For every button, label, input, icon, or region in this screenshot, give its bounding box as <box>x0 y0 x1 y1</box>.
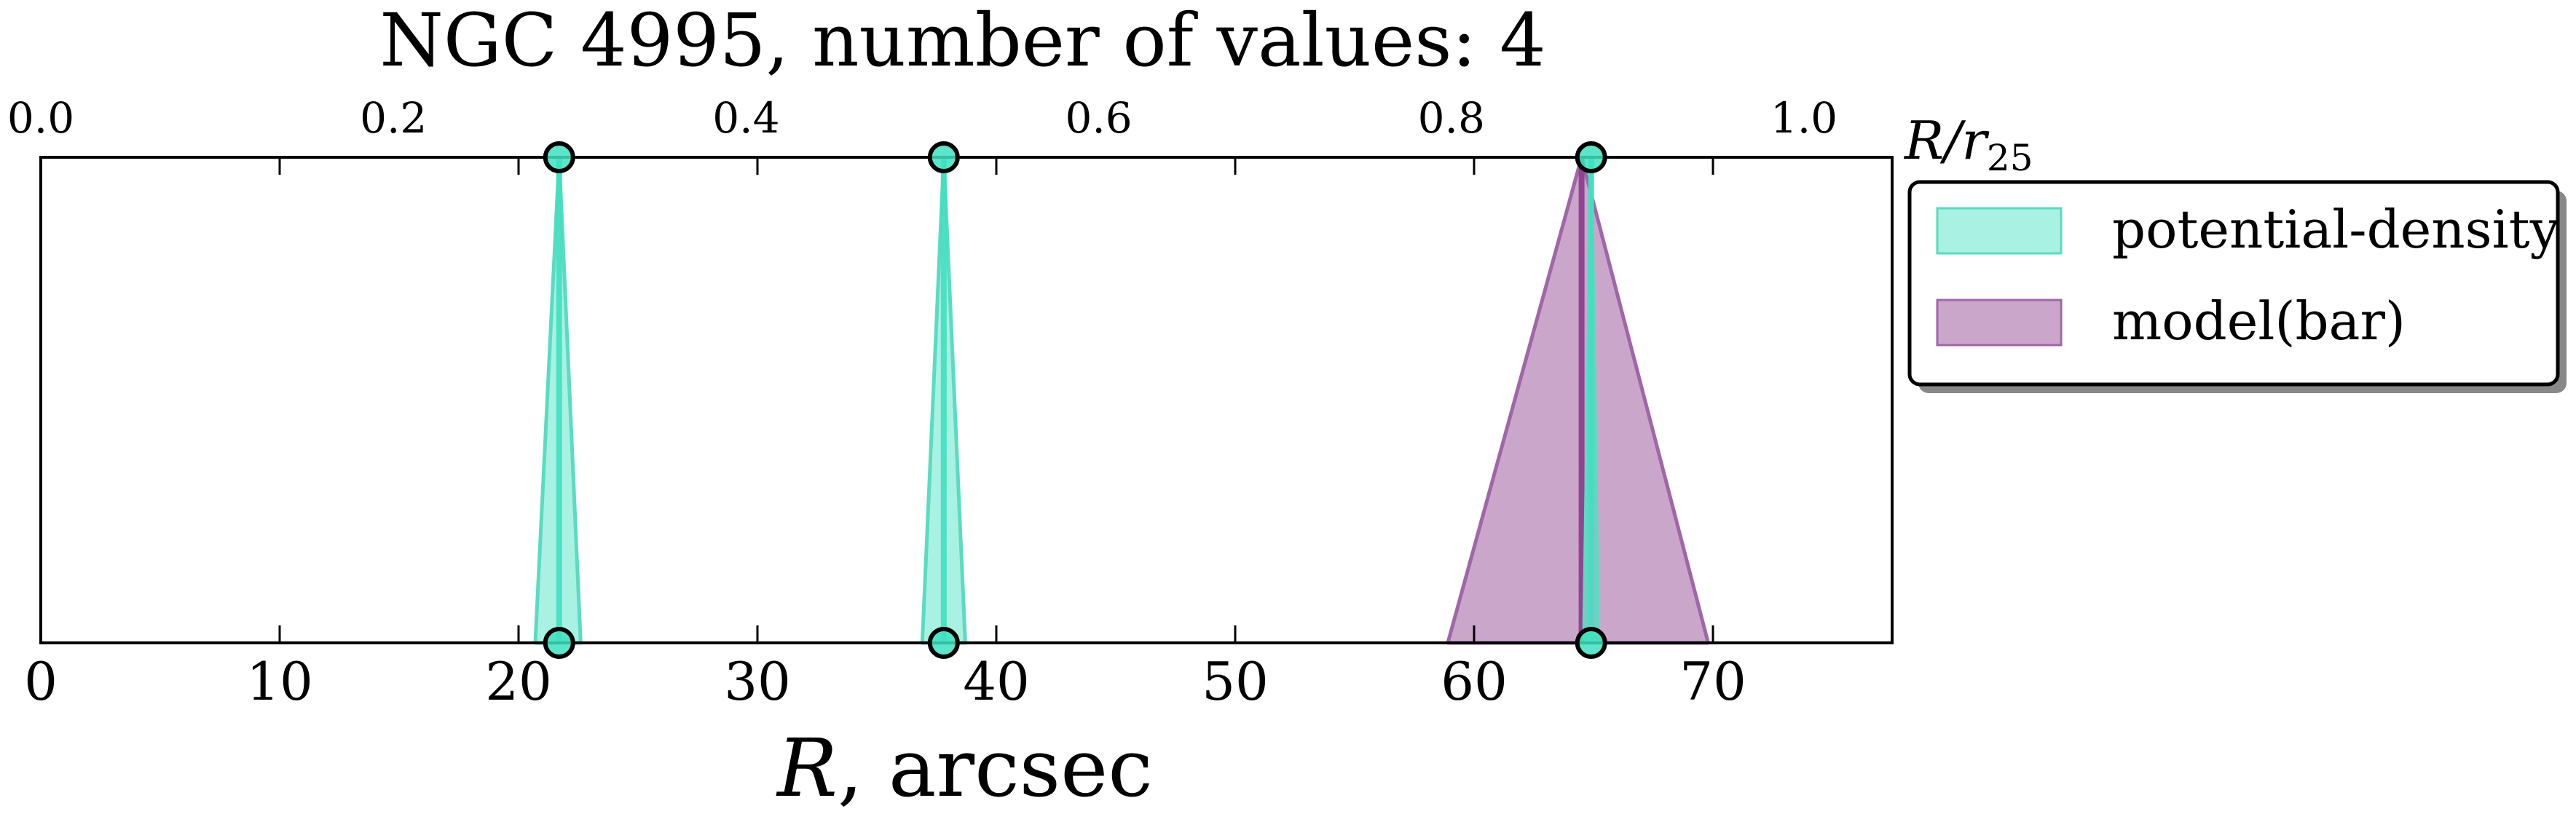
marker-potential-density-1-bottom <box>927 627 960 659</box>
series-layer <box>533 155 1710 645</box>
legend-swatch-potential-density <box>1936 207 2063 255</box>
x2-tick-label-3: 0.6 <box>1065 93 1132 143</box>
legend-label-model-bar: model(bar) <box>2112 290 2406 352</box>
legend: potential-density model(bar) <box>1907 180 2567 393</box>
x-axis-label: R, arcsec <box>776 722 1153 815</box>
x-axis-bottom: 0 10 20 30 40 50 60 70 <box>24 157 1746 712</box>
x-tick-label-0: 0 <box>24 651 58 712</box>
x2-tick-label-1: 0.2 <box>360 93 427 143</box>
x2-tick-label-0: 0.0 <box>7 93 74 143</box>
legend-swatch-model-bar <box>1936 299 2063 347</box>
x-tick-label-4: 40 <box>963 651 1030 712</box>
legend-label-potential-density: potential-density <box>2112 199 2560 260</box>
marker-potential-density-0-bottom <box>543 627 575 659</box>
x-tick-label-5: 50 <box>1202 651 1269 712</box>
x-tick-label-3: 30 <box>724 651 791 712</box>
x2-tick-label-4: 0.8 <box>1418 93 1485 143</box>
x-axis-label-rest: , arcsec <box>838 722 1153 815</box>
x-tick-label-2: 20 <box>485 651 552 712</box>
range-model-bar-0 <box>1446 155 1710 645</box>
legend-box <box>1907 180 2560 387</box>
x-tick-label-1: 10 <box>246 651 313 712</box>
x-axis-top: 0.0 0.2 0.4 0.6 0.8 1.0 <box>7 93 1838 143</box>
marker-potential-density-2-bottom <box>1575 627 1607 659</box>
x2-tick-label-2: 0.4 <box>712 93 779 143</box>
plot-frame <box>39 156 1894 644</box>
x2-axis-label: R/r25 <box>1903 110 2033 179</box>
marker-potential-density-2-top <box>1575 141 1607 173</box>
x-axis-label-var: R <box>776 722 838 815</box>
chart-title: NGC 4995, number of values: 4 <box>379 0 1545 83</box>
x-tick-label-7: 70 <box>1679 651 1746 712</box>
x-tick-label-6: 60 <box>1441 651 1508 712</box>
marker-layer <box>543 141 1607 659</box>
marker-potential-density-0-top <box>543 141 575 173</box>
x2-axis-label-sub: 25 <box>1987 137 2033 179</box>
x2-tick-label-5: 1.0 <box>1770 93 1838 143</box>
x2-axis-label-var: R/r <box>1903 110 1989 171</box>
marker-potential-density-1-top <box>927 141 960 173</box>
